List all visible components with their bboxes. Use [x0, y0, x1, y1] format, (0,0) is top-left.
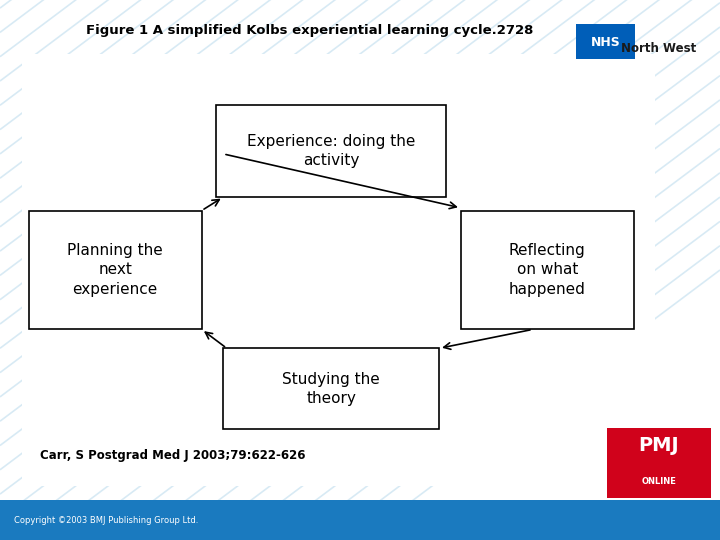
- Text: Planning the
next
experience: Planning the next experience: [68, 244, 163, 296]
- Bar: [0, 500, 720, 540]
- Text: North West: North West: [621, 42, 696, 55]
- Text: Studying the
theory: Studying the theory: [282, 372, 380, 406]
- Bar: [576, 24, 635, 59]
- FancyBboxPatch shape: [216, 105, 446, 197]
- Text: Carr, S Postgrad Med J 2003;79:622-626: Carr, S Postgrad Med J 2003;79:622-626: [40, 449, 305, 462]
- FancyBboxPatch shape: [223, 348, 439, 429]
- FancyBboxPatch shape: [461, 211, 634, 329]
- Text: Copyright ©2003 BMJ Publishing Group Ltd.: Copyright ©2003 BMJ Publishing Group Ltd…: [14, 516, 199, 524]
- Text: PMJ: PMJ: [639, 436, 679, 455]
- FancyBboxPatch shape: [29, 211, 202, 329]
- Bar: [22, 54, 655, 486]
- Text: Figure 1 A simplified Kolbs experiential learning cycle.2728: Figure 1 A simplified Kolbs experiential…: [86, 24, 534, 37]
- Bar: [607, 428, 711, 498]
- Text: NHS: NHS: [590, 36, 621, 49]
- Text: ONLINE: ONLINE: [642, 477, 676, 486]
- Text: Reflecting
on what
happened: Reflecting on what happened: [509, 244, 585, 296]
- Text: Experience: doing the
activity: Experience: doing the activity: [247, 134, 415, 168]
